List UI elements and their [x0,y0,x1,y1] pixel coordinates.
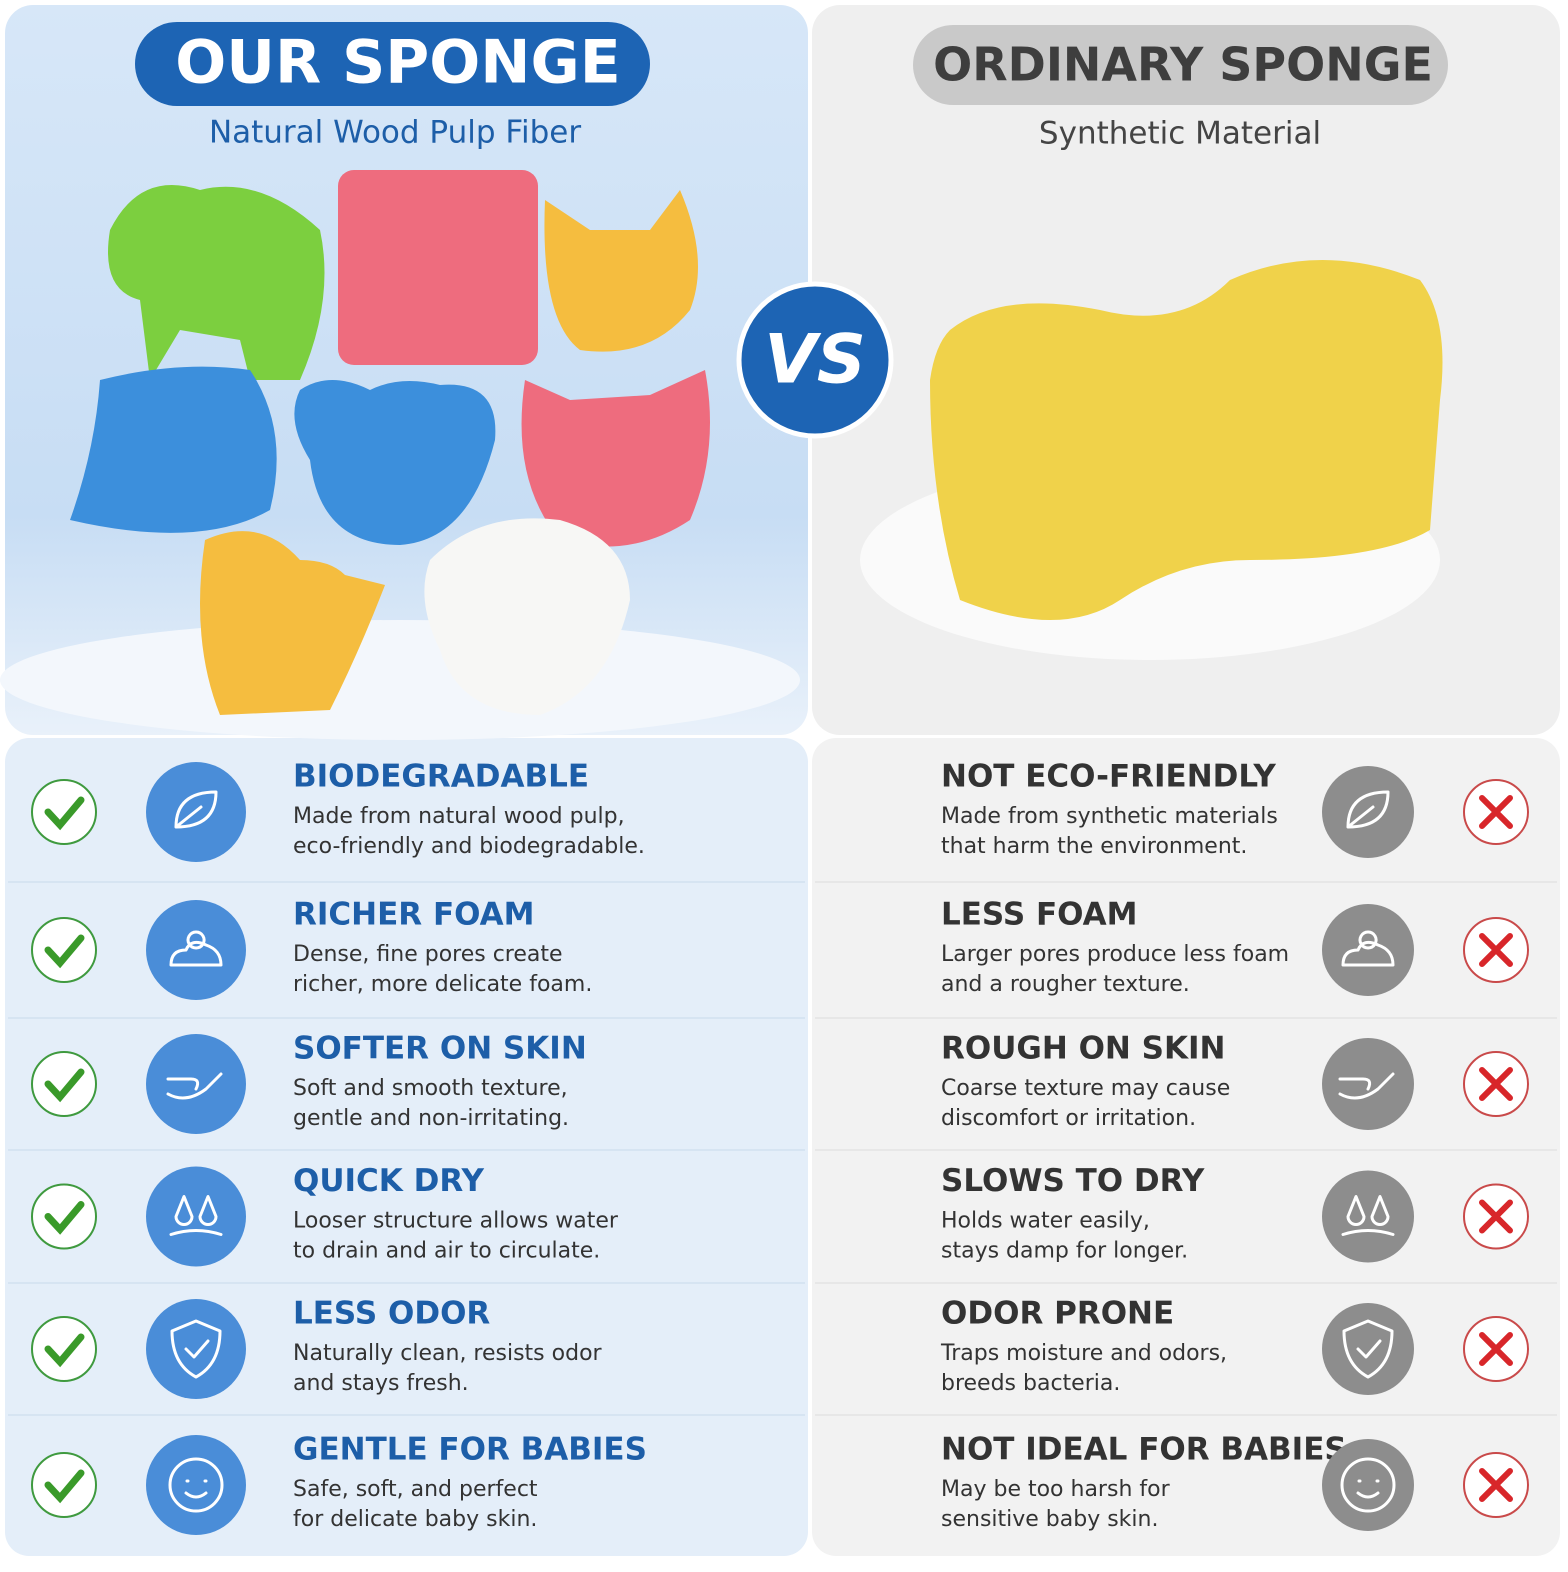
feature-title: NOT ECO-FRIENDLY [941,759,1276,795]
check-mark [44,1333,85,1368]
feature-icon-glyph [169,930,223,967]
left-subtitle: Natural Wood Pulp Fiber [209,115,581,151]
feature-icon-glyph [1340,1457,1396,1513]
feature-description: Coarse texture may cause [941,1076,1230,1101]
feature-description: Looser structure allows water [293,1209,619,1234]
check-badge [31,1183,97,1250]
feature-description: Traps moisture and odors, [940,1341,1227,1366]
feature-description: Soft and smooth texture, [293,1076,568,1101]
feature-icon [1322,1439,1414,1531]
feature-description: Larger pores produce less foam [941,942,1289,967]
feature-icon-glyph [1341,1195,1395,1236]
feature-icon-glyph [166,1072,223,1100]
feature-description: that harm the environment. [941,834,1247,859]
feature-icon [146,1299,246,1399]
feature-icon-glyph [170,1319,222,1379]
feature-description: and a rougher texture. [941,972,1190,997]
feature-description: eco-friendly and biodegradable. [293,834,645,859]
right-subtitle: Synthetic Material [1039,116,1321,152]
feature-title: ROUGH ON SKIN [941,1031,1226,1067]
check-badge [31,1051,97,1117]
cross-mark [1479,1468,1513,1502]
foam [0,620,800,740]
feature-description: Made from synthetic materials [941,804,1278,829]
feature-title: SLOWS TO DRY [941,1163,1205,1199]
check-badge [31,1452,97,1518]
feature-description: breeds bacteria. [941,1371,1120,1396]
feature-description: discomfort or irritation. [941,1106,1196,1131]
check-badge [31,917,97,983]
check-badge [31,1316,97,1382]
cross-mark [1479,795,1513,829]
check-mark [44,934,85,969]
feature-icon [1322,1170,1414,1263]
feature-icon [146,1435,246,1535]
check-mark [44,796,85,831]
feature-description: May be too harsh for [941,1477,1171,1502]
vs-text: VS [764,321,866,400]
sponges [70,170,710,715]
feature-description: Holds water easily, [941,1209,1150,1234]
title-pill [135,22,650,106]
feature-title: LESS ODOR [293,1296,490,1332]
check-mark [44,1201,85,1235]
feature-title: BIODEGRADABLE [293,759,589,795]
feature-description: and stays fresh. [293,1371,469,1396]
feature-title: QUICK DRY [293,1163,485,1199]
feature-description: Dense, fine pores create [293,942,563,967]
feature-icon-glyph [169,1195,223,1236]
feature-title: NOT IDEAL FOR BABIES [941,1432,1347,1468]
feature-title: GENTLE FOR BABIES [293,1432,647,1468]
title-pill [913,25,1448,105]
vs-badge [736,281,894,439]
feature-icon-glyph [1342,1319,1394,1379]
feature-icon [1322,1303,1414,1395]
cross-mark [1479,1199,1513,1234]
check-mark [44,1068,85,1103]
check-mark [44,1469,85,1504]
feature-icon-glyph [174,790,218,829]
feature-title: SOFTER ON SKIN [293,1031,587,1067]
left-title: OUR SPONGE [175,28,620,98]
feature-icon-glyph [1338,1072,1395,1100]
cross-mark [1479,1332,1513,1366]
feature-title: ODOR PRONE [941,1296,1174,1332]
feature-icon-glyph [1341,930,1395,967]
feature-icon-glyph [1346,790,1390,829]
feature-icon-glyph [168,1457,224,1513]
feature-description: to drain and air to circulate. [293,1239,600,1264]
cross-mark [1479,933,1513,967]
feature-description: Made from natural wood pulp, [293,804,625,829]
check-badge [31,779,97,845]
feature-icon [146,1034,246,1134]
cross-mark [1479,1067,1513,1101]
feature-title: LESS FOAM [941,897,1138,933]
feature-icon [1322,904,1414,996]
feature-description: stays damp for longer. [941,1239,1188,1264]
feature-icon [146,1166,246,1267]
ordinary-sponge [930,260,1443,620]
feature-description: Safe, soft, and perfect [293,1477,538,1502]
feature-title: RICHER FOAM [293,897,534,933]
feature-description: for delicate baby skin. [293,1507,537,1532]
feature-description: sensitive baby skin. [941,1507,1158,1532]
feature-description: Naturally clean, resists odor [293,1341,603,1366]
feature-description: richer, more delicate foam. [293,972,592,997]
feature-description: gentle and non-irritating. [293,1106,569,1131]
feature-icon [146,900,246,1000]
right-title: ORDINARY SPONGE [933,38,1433,92]
feature-icon [1322,1038,1414,1130]
